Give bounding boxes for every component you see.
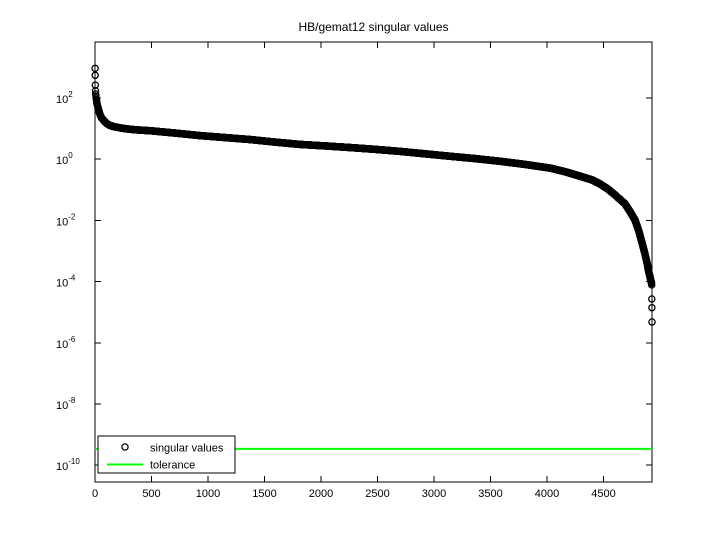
legend-circle-marker-icon [121,443,129,451]
svg-text:3000: 3000 [422,488,446,500]
svg-text:10-4: 10-4 [56,274,76,290]
svg-text:4000: 4000 [535,488,559,500]
svg-text:100: 100 [56,151,73,167]
svg-text:3500: 3500 [478,488,502,500]
legend-label-tolerance: tolerance [150,460,195,472]
svg-text:10-6: 10-6 [56,335,76,351]
svg-text:102: 102 [56,90,73,106]
svg-text:2500: 2500 [365,488,389,500]
plot-title: HB/gemat12 singular values [298,20,448,34]
svg-text:0: 0 [92,488,98,500]
svg-text:10-10: 10-10 [56,457,80,473]
legend-label-singular-values: singular values [150,443,224,455]
axis-box [94,41,653,483]
svg-text:500: 500 [142,488,160,500]
svg-text:2000: 2000 [309,488,333,500]
svg-text:10-2: 10-2 [56,212,76,228]
legend-box [97,435,236,474]
singular-values-curve [91,64,656,326]
svg-text:1000: 1000 [196,488,220,500]
legend: singular values tolerance [97,435,236,474]
svg-text:1500: 1500 [252,488,276,500]
svg-text:10-8: 10-8 [56,396,76,412]
svg-text:4500: 4500 [591,488,615,500]
x-axis-ticks: 0 500 1000 1500 2000 2500 3000 3500 4000 4500 [92,42,616,500]
y-axis-ticks: 102 100 10-2 10-4 10-6 10-8 10-10 [56,90,652,473]
